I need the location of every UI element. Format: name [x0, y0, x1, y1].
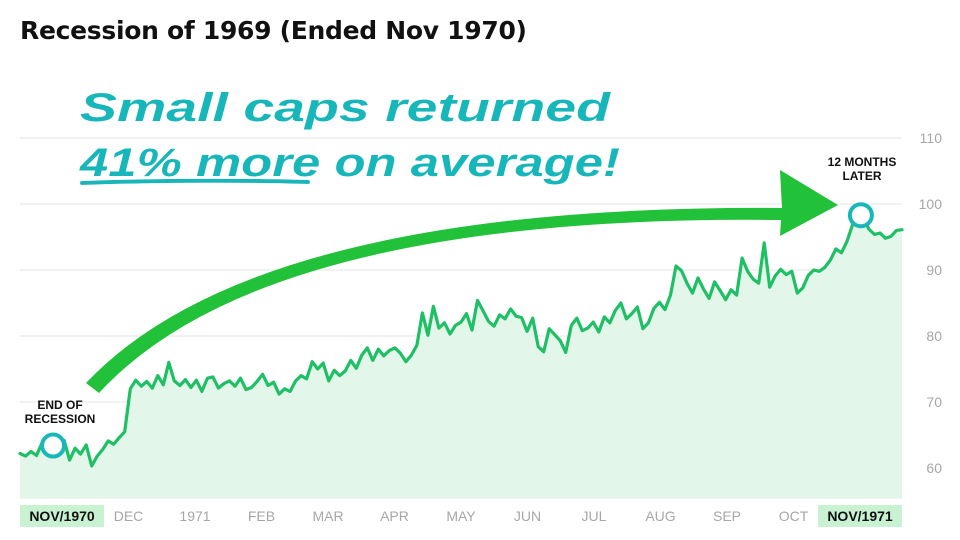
x-tick-label: MAR [312, 508, 343, 524]
end-marker-label-1: 12 MONTHS [828, 155, 897, 169]
end-marker [847, 202, 874, 229]
headline-highlight: 41% more [79, 141, 321, 185]
x-tick-label: NOV/1971 [827, 508, 893, 524]
series-line [18, 213, 904, 468]
x-tick-label: FEB [248, 508, 275, 524]
x-tick-label: 1971 [179, 508, 210, 524]
headline-rest: on average! [320, 141, 620, 185]
area-fill [20, 215, 902, 498]
page-title: Recession of 1969 (Ended Nov 1970) [20, 16, 527, 45]
x-axis-ticks: NOV/1970 DEC 1971 FEB MAR APR MAY JUN JUL AUG SEP O… [20, 505, 902, 527]
y-tick-label: 110 [920, 130, 943, 146]
headline: Small caps returned 41% more on average! [79, 86, 620, 185]
y-tick-label: 70 [926, 394, 942, 410]
y-tick-label: 60 [926, 460, 942, 476]
x-tick-label: OCT [779, 508, 809, 524]
x-tick-label: MAY [446, 508, 476, 524]
headline-line1: Small caps returned [80, 86, 612, 130]
start-marker-group: END OF RECESSION [25, 398, 96, 459]
y-tick-label: 100 [919, 196, 943, 212]
x-tick-label: SEP [713, 508, 741, 524]
x-tick-highlight [818, 505, 902, 527]
y-tick-label: 90 [926, 262, 942, 278]
x-tick-highlight [20, 505, 104, 527]
start-marker-label-2: RECESSION [25, 412, 96, 426]
end-marker-label-2: LATER [842, 169, 881, 183]
start-marker [40, 432, 67, 459]
x-tick-label: AUG [645, 508, 675, 524]
start-marker-label-1: END OF [37, 398, 82, 412]
y-tick-label: 80 [926, 328, 942, 344]
x-tick-label: DEC [114, 508, 144, 524]
headline-line2: 41% more on average! [79, 141, 620, 185]
x-tick-label: APR [380, 508, 409, 524]
x-tick-label: JUL [582, 508, 607, 524]
x-tick-label: JUN [514, 508, 541, 524]
y-axis-ticks: 60 70 80 90 100 110 [919, 130, 943, 476]
headline-underline [80, 178, 310, 185]
x-tick-label: NOV/1970 [29, 508, 95, 524]
end-marker-group: 12 MONTHS LATER [828, 155, 897, 229]
